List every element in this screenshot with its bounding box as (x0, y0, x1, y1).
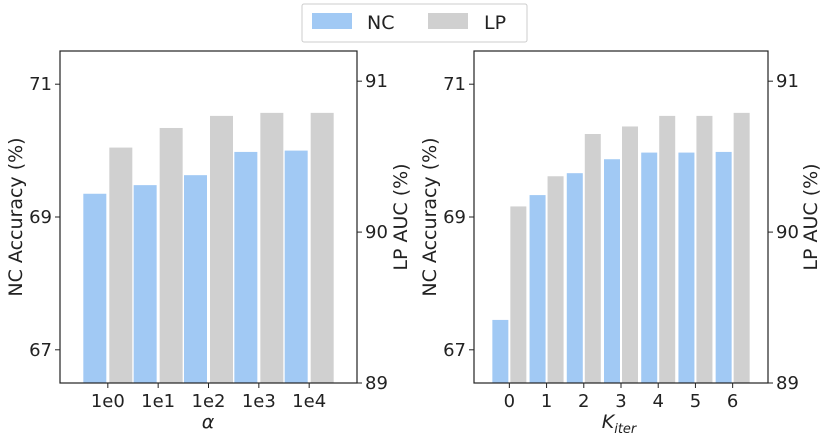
legend-box (301, 3, 528, 43)
left-ytick-label: 69 (29, 207, 52, 228)
left-xlabel: α (202, 411, 215, 433)
right-y2tick-label: 89 (776, 373, 799, 394)
right-xtick-label: 0 (504, 391, 515, 412)
left-chart: 1e0 1e1 1e2 1e3 1e4 67 69 71 89 90 91 NC Accuracy … (5, 50, 412, 433)
right-xtick-label: 4 (652, 391, 663, 412)
left-nc-bar (234, 151, 258, 383)
left-y2label: LP AUC (%) (390, 163, 412, 270)
right-nc-bar (715, 151, 732, 383)
legend-lp-label: LP (484, 12, 506, 34)
right-lp-bar (696, 115, 713, 384)
left-lp-bar (260, 112, 284, 383)
left-y2tick-label: 90 (365, 222, 388, 243)
right-xtick-label: 2 (578, 391, 589, 412)
right-xtick-label: 3 (615, 391, 626, 412)
left-xtick-label: 1e1 (141, 391, 175, 412)
right-chart-ticks: 0 1 2 3 4 5 6 67 69 71 89 90 91 (443, 71, 799, 412)
legend-nc-swatch (312, 13, 352, 29)
left-nc-bar (83, 193, 107, 383)
left-xtick-label: 1e4 (292, 391, 326, 412)
left-y2tick-label: 91 (365, 71, 388, 92)
left-ytick-label: 67 (29, 340, 52, 361)
left-nc-bar (184, 175, 207, 383)
left-nc-bar (133, 185, 157, 383)
right-xtick-label: 6 (727, 391, 738, 412)
legend-nc-label: NC (367, 12, 394, 34)
legend-lp-swatch (428, 13, 468, 29)
right-chart-bars (492, 112, 750, 384)
right-y2tick-label: 90 (776, 222, 799, 243)
left-xtick-label: 1e3 (242, 391, 276, 412)
left-chart-ticks: 1e0 1e1 1e2 1e3 1e4 67 69 71 89 90 91 (29, 71, 388, 412)
right-xlabel-main: K (602, 411, 616, 433)
left-lp-bar (109, 147, 133, 383)
right-xtick-label: 5 (690, 391, 701, 412)
right-lp-bar (622, 126, 638, 384)
right-lp-bar (584, 134, 601, 383)
left-ylabel: NC Accuracy (%) (5, 137, 27, 296)
right-y2label: LP AUC (%) (800, 163, 822, 270)
right-nc-bar (678, 152, 695, 383)
right-ylabel: NC Accuracy (%) (419, 137, 441, 296)
right-ytick-label: 71 (443, 74, 466, 95)
left-lp-bar (210, 115, 233, 384)
right-ytick-label: 67 (443, 340, 466, 361)
right-xlabel: Kiter (602, 411, 638, 437)
left-ytick-label: 71 (29, 74, 52, 95)
right-ytick-label: 69 (443, 207, 466, 228)
left-lp-bar (310, 112, 334, 383)
right-lp-bar (733, 112, 750, 383)
legend: NC LP (301, 3, 528, 43)
right-chart: 0 1 2 3 4 5 6 67 69 71 89 90 91 NC Accuracy (%) LP A… (419, 50, 822, 437)
right-xlabel-sub: iter (614, 422, 638, 437)
left-chart-bars (83, 112, 334, 384)
left-nc-bar (284, 150, 308, 383)
left-lp-bar (159, 127, 183, 383)
right-nc-bar (641, 152, 658, 383)
left-xtick-label: 1e2 (192, 391, 226, 412)
right-y2tick-label: 91 (776, 71, 799, 92)
right-nc-bar (566, 173, 583, 383)
right-lp-bar (659, 115, 676, 384)
left-y2tick-label: 89 (365, 373, 388, 394)
left-xtick-label: 1e0 (91, 391, 125, 412)
right-lp-bar (547, 176, 564, 383)
right-nc-bar (604, 159, 620, 383)
right-nc-bar (492, 319, 509, 383)
right-nc-bar (529, 195, 546, 383)
right-lp-bar (510, 206, 527, 383)
right-xtick-label: 1 (541, 391, 552, 412)
